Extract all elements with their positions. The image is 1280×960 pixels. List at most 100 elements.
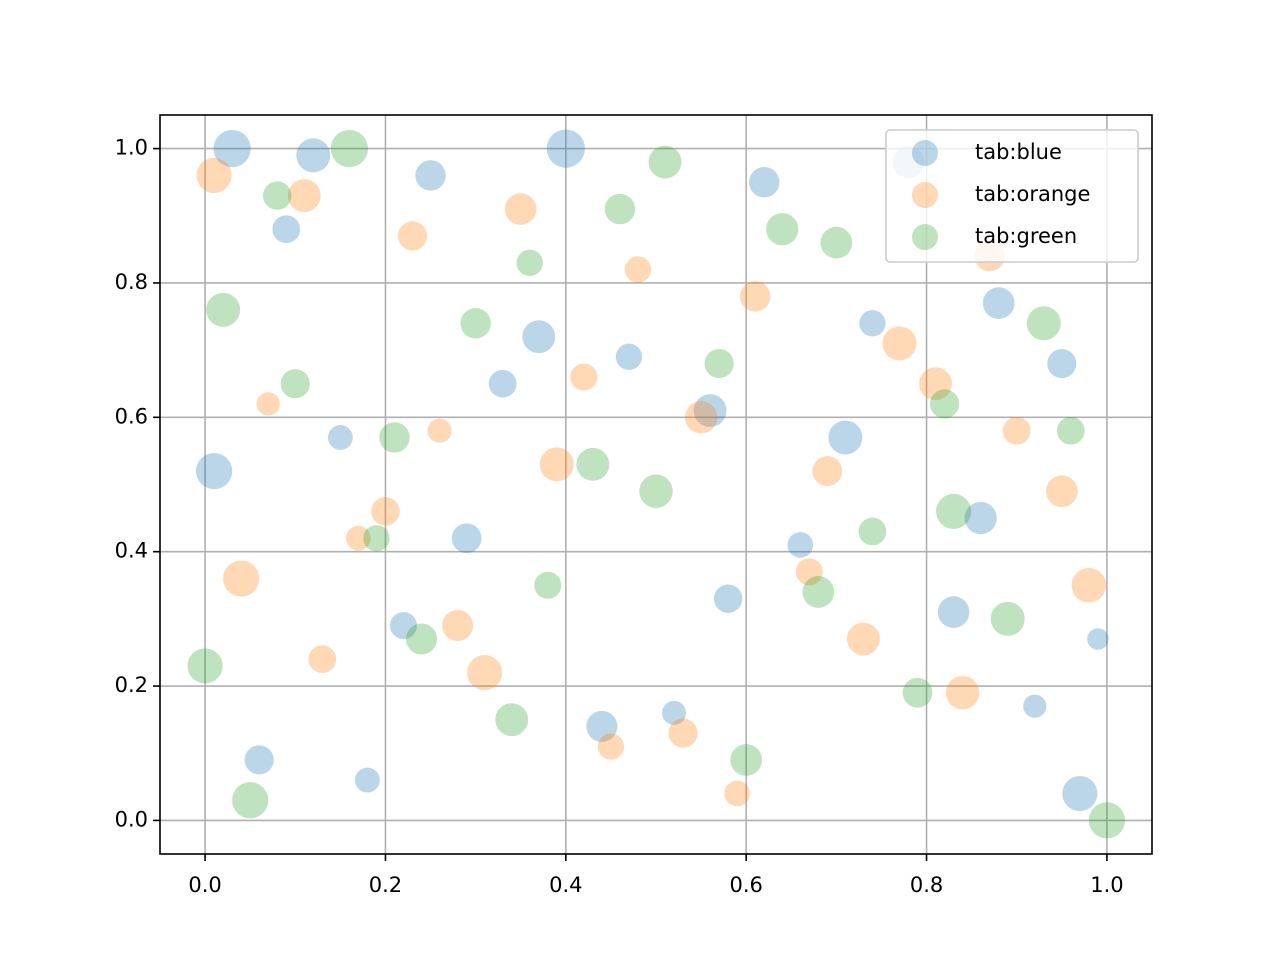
bubble: [206, 292, 241, 327]
bubble: [684, 401, 718, 434]
bubble: [802, 576, 835, 608]
bubble: [287, 179, 321, 213]
y-tick-label: 0.8: [115, 270, 148, 294]
bubble: [766, 213, 799, 246]
bubble: [488, 369, 517, 398]
axes-frame: [159, 114, 1153, 855]
bubble: [668, 718, 698, 748]
bubble: [539, 447, 574, 482]
bubble: [604, 193, 636, 225]
bubble: [1023, 694, 1047, 718]
ticks: 0.0 0.2 0.4 0.6 0.8 1.0 0.0 0.2 0.4 0.6 0.8 1.0: [115, 136, 1124, 897]
bubble: [597, 733, 625, 760]
bubble: [576, 447, 610, 481]
bubble: [662, 700, 687, 725]
bubble: [1071, 567, 1107, 603]
grid: [160, 115, 1152, 854]
bubble: [213, 129, 251, 168]
bubble: [1062, 775, 1098, 812]
bubble: [1088, 802, 1126, 839]
bubble: [1002, 416, 1031, 445]
bubble: [345, 525, 371, 551]
bubble: [858, 517, 887, 546]
x-tick-label: 0.0: [188, 873, 221, 897]
bubble: [397, 221, 428, 251]
bubble: [990, 601, 1025, 636]
bubble: [586, 710, 618, 742]
bubble: [615, 343, 643, 371]
bubble: [648, 145, 682, 179]
bubble: [546, 129, 585, 168]
bubble: [330, 129, 369, 168]
x-tick-label: 0.6: [729, 873, 762, 897]
bubble: [371, 497, 400, 526]
bubble: [379, 422, 410, 453]
legend-label: tab:orange: [975, 182, 1090, 206]
legend-label: tab:blue: [975, 140, 1062, 164]
bubble: [639, 474, 673, 508]
y-tick-label: 0.0: [115, 807, 148, 831]
points: [187, 129, 1126, 839]
bubble: [516, 249, 543, 276]
y-tick-label: 0.4: [115, 539, 148, 563]
bubble: [1087, 628, 1109, 650]
bubble: [724, 780, 750, 807]
bubble: [460, 308, 491, 339]
bubble: [196, 157, 232, 194]
x-tick-label: 1.0: [1090, 873, 1123, 897]
bubble: [739, 281, 771, 312]
bubble: [1026, 306, 1061, 341]
bubble: [945, 676, 980, 710]
bubble: [244, 745, 274, 775]
legend-marker: [912, 224, 938, 250]
bubble: [1056, 416, 1085, 445]
legend-label: tab:green: [975, 224, 1077, 248]
x-tick-label: 0.4: [549, 873, 582, 897]
bubble: [263, 181, 292, 210]
legend-marker: [912, 182, 938, 208]
bubble: [570, 363, 598, 391]
bubble: [859, 310, 886, 337]
bubble: [256, 392, 280, 416]
bubble: [1047, 349, 1077, 379]
bubble: [405, 623, 438, 655]
bubble: [693, 394, 727, 428]
bubble: [427, 418, 452, 443]
bubble: [820, 226, 853, 259]
bubble: [272, 215, 301, 244]
bubble: [308, 645, 337, 674]
bubble: [495, 703, 529, 737]
bubble: [467, 655, 503, 691]
bubble: [187, 648, 223, 684]
x-tick-label: 0.2: [369, 873, 402, 897]
y-tick-label: 0.2: [115, 673, 148, 697]
bubble: [296, 138, 331, 173]
x-tick-label: 0.8: [910, 873, 943, 897]
legend-marker: [912, 140, 938, 166]
legend: tab:blue tab:orange tab:green: [885, 129, 1139, 263]
bubble: [354, 767, 380, 793]
bubble: [730, 744, 763, 776]
bubble: [1045, 475, 1078, 508]
bubble: [624, 256, 652, 283]
bubble: [389, 612, 418, 640]
bubble: [882, 326, 917, 361]
bubble: [795, 558, 823, 586]
bubble: [363, 525, 390, 552]
bubble: [451, 523, 482, 554]
y-tick-label: 1.0: [115, 136, 148, 160]
bubble: [936, 493, 972, 529]
bubble: [196, 452, 233, 490]
bubble: [846, 622, 880, 656]
bubble: [713, 584, 743, 613]
bubble: [504, 193, 537, 225]
y-tick-label: 0.6: [115, 404, 148, 428]
bubble: [812, 456, 843, 486]
bubble: [902, 677, 933, 708]
bubble: [442, 610, 474, 642]
bubble: [749, 166, 780, 198]
bubble: [232, 782, 269, 819]
bubble: [828, 420, 863, 455]
bubble: [930, 389, 960, 419]
